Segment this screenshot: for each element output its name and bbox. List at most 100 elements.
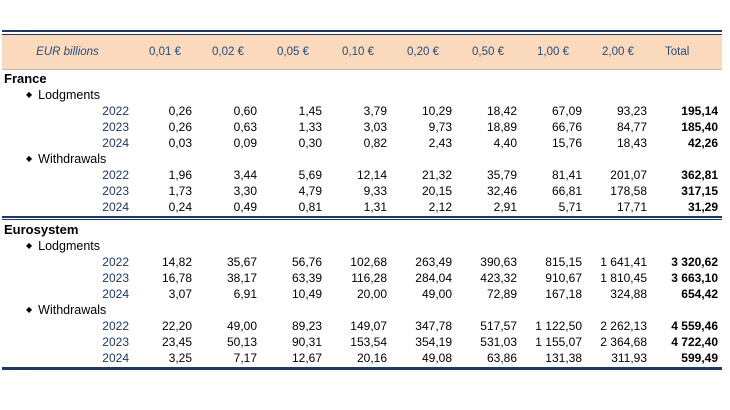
table-cell: 66,81 [551,184,582,198]
table-cell: 5,71 [558,200,582,214]
table-cell: 517,57 [480,319,517,333]
table-cell: 20,16 [356,351,387,365]
table-cell: 1,73 [168,184,192,198]
table-cell: 0,82 [363,136,387,150]
row-year: 2022 [102,319,129,333]
table-cell: 63,39 [291,271,322,285]
table-cell: 311,93 [611,351,647,365]
section-title: France [4,71,47,86]
table-cell: 1 155,07 [535,335,582,349]
table-cell: 3,30 [233,184,257,198]
table-cell: 35,79 [486,168,517,182]
row-total: 4 722,40 [671,335,718,349]
table-cell: 153,54 [350,335,387,349]
column-header: 0,50 € [472,46,504,58]
table-cell: 49,00 [421,287,452,301]
table-cell: 201,07 [610,168,647,182]
table-cell: 263,49 [415,255,452,269]
row-year: 2022 [102,255,129,269]
row-total: 599,49 [681,351,718,365]
table-cell: 131,38 [545,351,582,365]
table-cell: 149,07 [350,319,387,333]
table-cell: 22,20 [161,319,192,333]
table-cell: 815,15 [545,255,582,269]
bottom-rule [2,367,722,370]
diamond-bullet-icon: ◆ [26,304,33,314]
table-cell: 17,71 [616,200,647,214]
table-cell: 49,00 [226,319,257,333]
table-cell: 1 810,45 [600,271,647,285]
table-cell: 18,42 [486,104,517,118]
table-cell: 10,29 [421,104,452,118]
table-body: France ◆ Lodgments 2022 0,26 0,60 1,45 3,79 10,2… [2,70,722,366]
table-cell: 423,32 [480,271,517,285]
diamond-bullet-icon: ◆ [26,89,33,99]
table-cell: 63,86 [486,351,517,365]
table-cell: 23,45 [161,335,192,349]
table-row: 2022 0,26 0,60 1,45 3,79 10,29 18,42 67,09 93,23… [2,103,722,119]
table-cell: 50,13 [226,335,257,349]
diamond-bullet-icon: ◆ [26,153,33,163]
table-cell: 1 641,41 [600,255,647,269]
table-cell: 20,00 [356,287,387,301]
table-cell: 49,08 [421,351,452,365]
column-header: 0,05 € [277,46,309,58]
table-cell: 0,60 [233,104,257,118]
column-header: 0,01 € [149,46,181,58]
table-cell: 178,58 [610,184,647,198]
row-year: 2024 [102,200,129,214]
table-cell: 531,03 [480,335,517,349]
table-row: 2024 3,07 6,91 10,49 20,00 49,00 72,89 167,18 32… [2,286,722,302]
table-cell: 38,17 [226,271,257,285]
row-total: 3 320,62 [671,255,718,269]
row-total: 42,26 [687,136,718,150]
table-cell: 35,67 [226,255,257,269]
table-row: 2024 0,03 0,09 0,30 0,82 2,43 4,40 15,76 18,43 42… [2,135,722,151]
table-cell: 0,24 [168,200,192,214]
row-total: 185,40 [681,120,718,134]
table-cell: 81,41 [551,168,582,182]
table-row: 2023 23,45 50,13 90,31 153,54 354,19 531,03 1 1… [2,334,722,350]
table-cell: 21,32 [421,168,452,182]
table-cell: 0,63 [233,120,257,134]
table-cell: 3,25 [168,351,192,365]
table-cell: 10,49 [291,287,322,301]
table-cell: 18,89 [486,120,517,134]
table-cell: 0,03 [168,136,192,150]
table-cell: 15,76 [551,136,582,150]
table-cell: 72,89 [486,287,517,301]
table-cell: 6,91 [233,287,257,301]
table-cell: 0,49 [233,200,257,214]
row-total: 654,42 [681,287,718,301]
table-row: 2022 14,82 35,67 56,76 102,68 263,49 390,63 815… [2,254,722,270]
table-cell: 910,67 [545,271,582,285]
table-header: EUR billions 0,01 € 0,02 € 0,05 € 0,10 €… [2,35,722,70]
table-cell: 18,43 [616,136,647,150]
row-year: 2022 [102,104,129,118]
column-header: 0,10 € [342,46,374,58]
row-year: 2024 [102,287,129,301]
table-row: 2024 0,24 0,49 0,81 1,31 2,12 2,91 5,71 17,71 31,… [2,199,722,215]
table-cell: 14,82 [161,255,192,269]
table-cell: 354,19 [415,335,452,349]
section-divider [2,216,722,220]
table-row: 2022 22,20 49,00 89,23 149,07 347,78 517,57 1 1… [2,318,722,334]
group-label: Withdrawals [38,303,107,317]
row-year: 2023 [102,120,129,134]
table-cell: 1 122,50 [535,319,582,333]
table-cell: 7,17 [233,351,257,365]
row-year: 2023 [102,271,129,285]
table-cell: 2,91 [493,200,517,214]
table-cell: 32,46 [486,184,517,198]
row-year: 2024 [102,136,129,150]
table-cell: 3,03 [363,120,387,134]
row-total: 3 663,10 [671,271,718,285]
table-cell: 56,76 [291,255,322,269]
table-cell: 1,31 [363,200,387,214]
table-cell: 12,14 [356,168,387,182]
table-row: 2023 0,26 0,63 1,33 3,03 9,73 18,89 66,76 84,77 1… [2,119,722,135]
table-cell: 3,07 [168,287,192,301]
table-cell: 4,79 [298,184,322,198]
column-header-total: Total [665,46,690,58]
table-cell: 4,40 [493,136,517,150]
